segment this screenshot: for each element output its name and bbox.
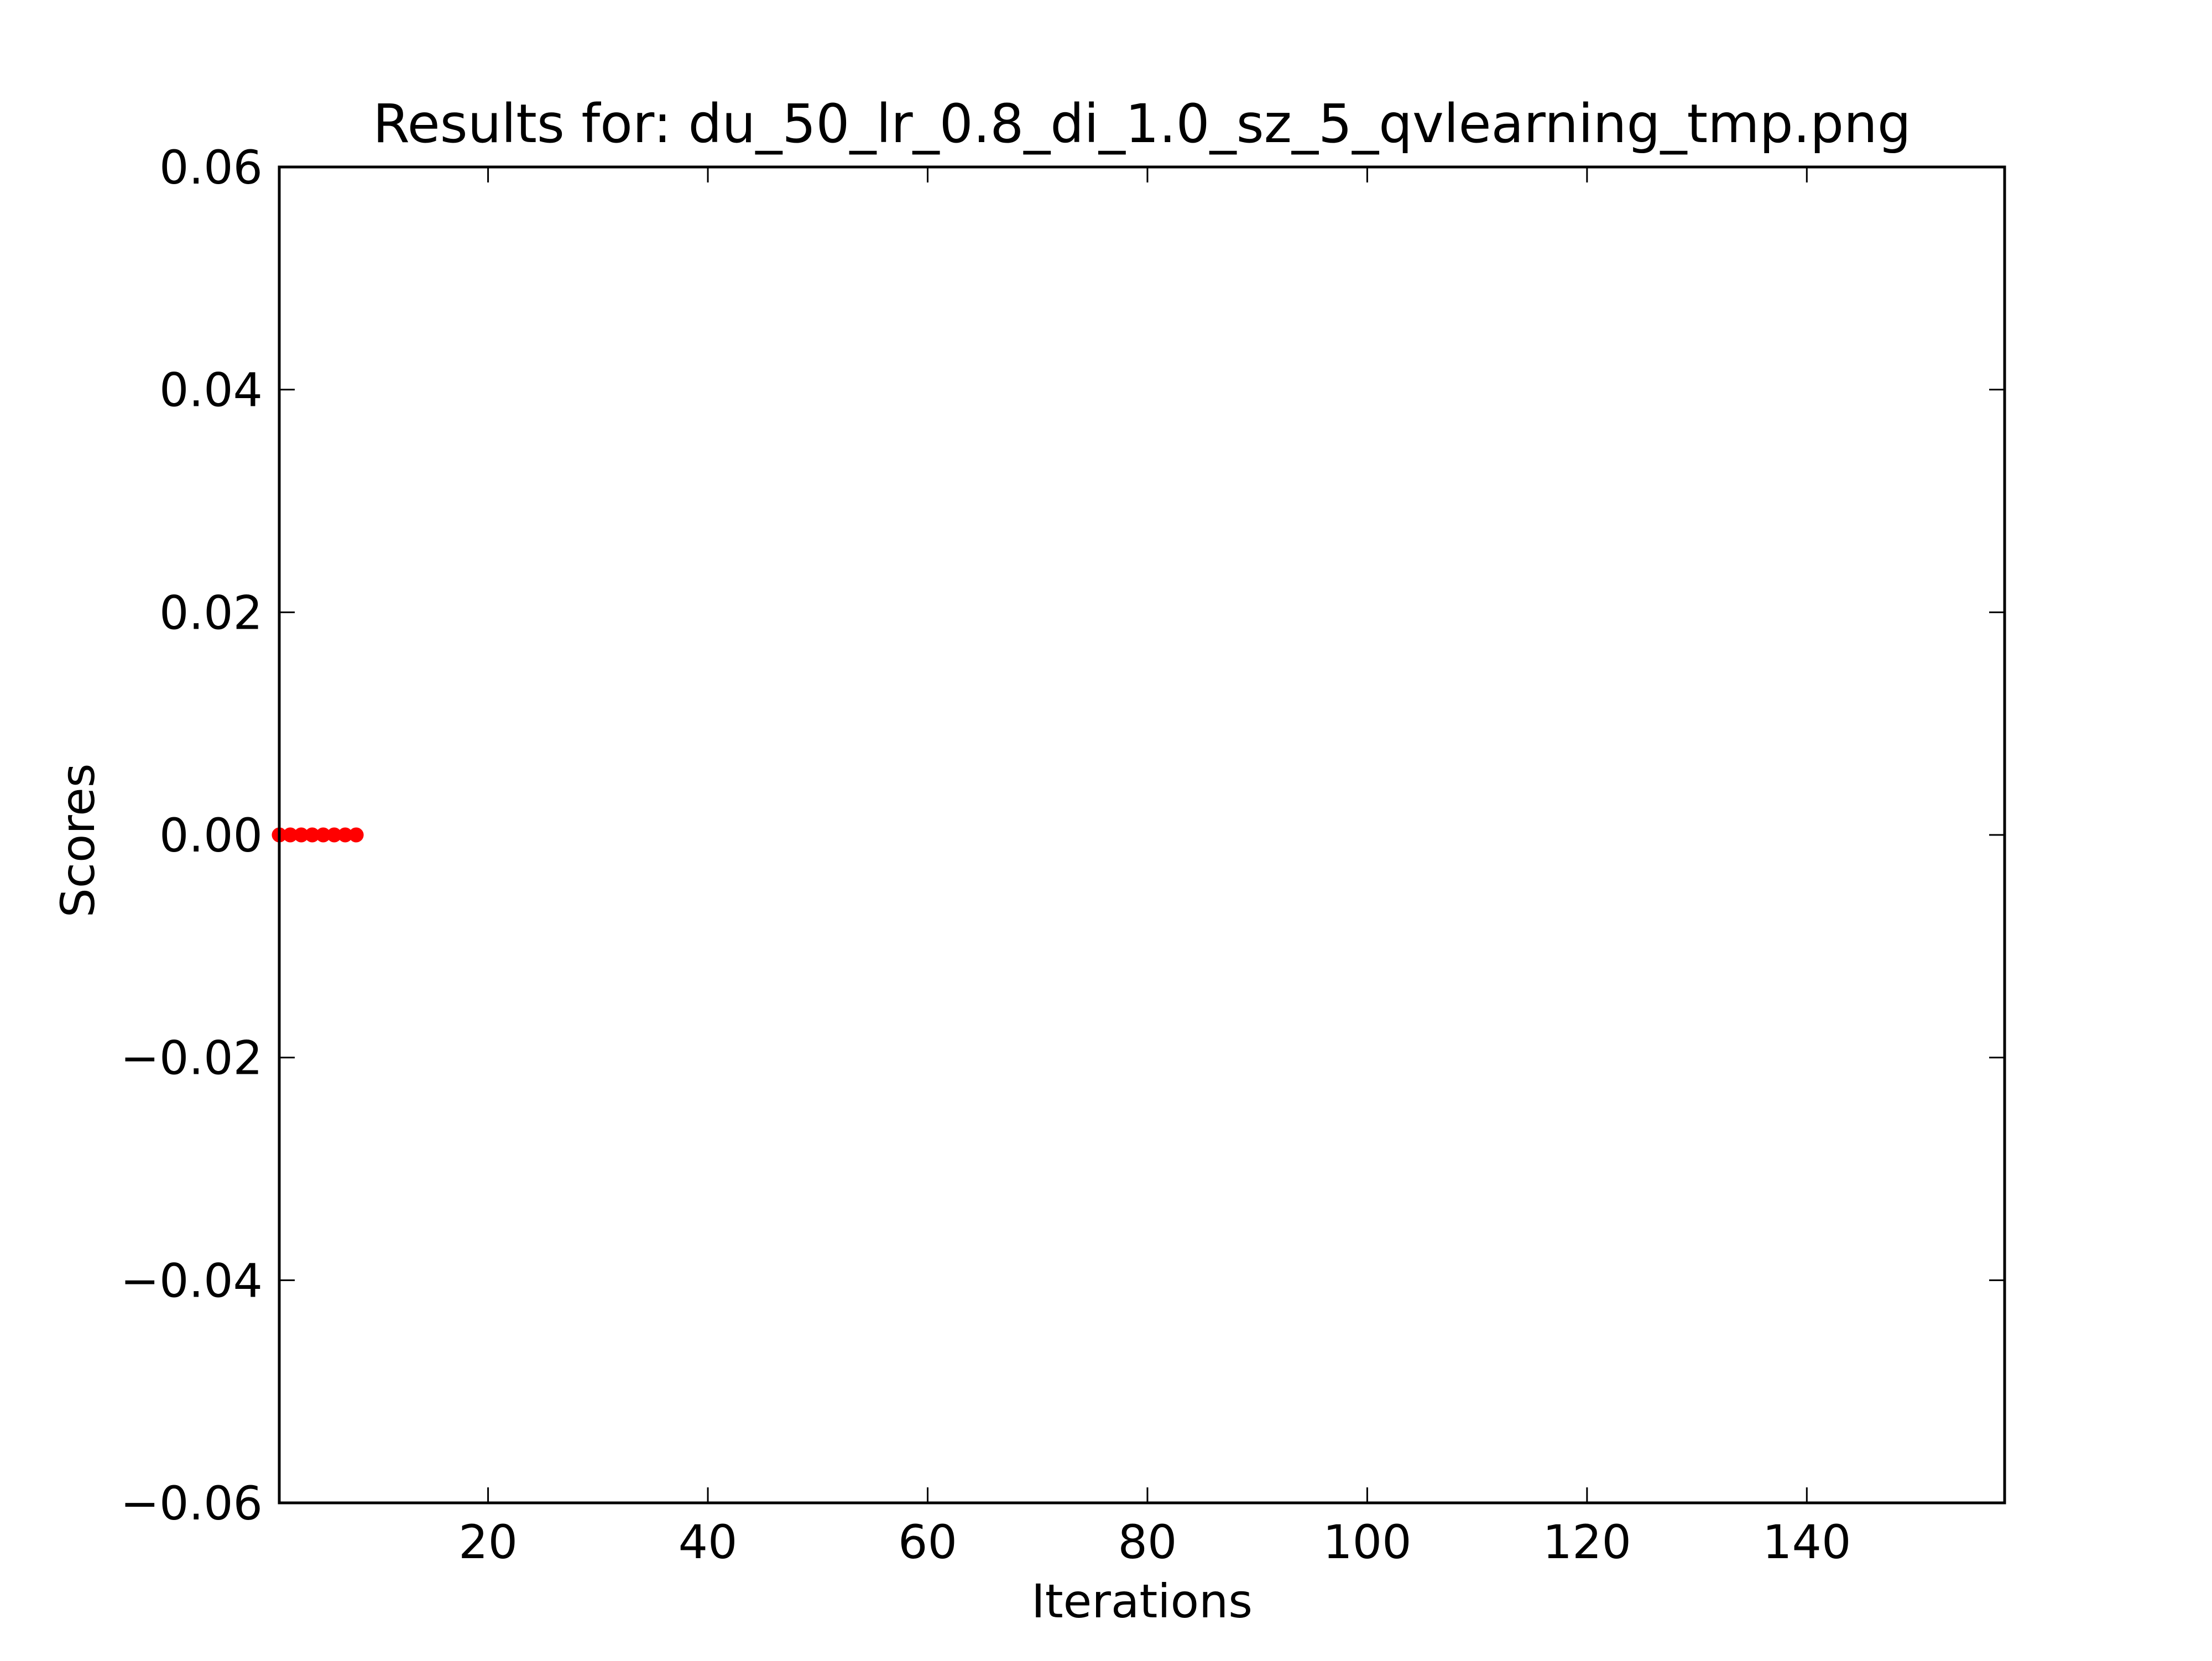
x-tick-label: 80 bbox=[1118, 1515, 1177, 1569]
x-tick-label: 20 bbox=[458, 1515, 518, 1569]
y-tick-label: 0.02 bbox=[159, 586, 263, 640]
x-tick-label: 140 bbox=[1762, 1515, 1851, 1569]
x-tick-label: 60 bbox=[898, 1515, 957, 1569]
y-axis-label: Scores bbox=[51, 763, 105, 917]
y-tick-label: −0.06 bbox=[121, 1476, 263, 1531]
x-axis-label: Iterations bbox=[1031, 1574, 1253, 1628]
y-tick-label: 0.06 bbox=[159, 140, 263, 195]
y-tick-label: 0.00 bbox=[159, 808, 263, 863]
chart-title: Results for: du_50_lr_0.8_di_1.0_sz_5_qv… bbox=[373, 93, 1911, 155]
x-tick-label: 40 bbox=[679, 1515, 738, 1569]
axes-frame bbox=[278, 165, 2006, 1505]
plot-area: 20 40 60 80 100 120 140 −0.06 −0.04 −0.02 0.00 0.02… bbox=[121, 140, 2006, 1569]
x-tick-label: 100 bbox=[1323, 1515, 1411, 1569]
y-tick-label: −0.02 bbox=[121, 1031, 263, 1085]
y-tick-label: 0.04 bbox=[159, 363, 263, 417]
x-tick-label: 120 bbox=[1543, 1515, 1631, 1569]
data-point bbox=[348, 827, 364, 843]
y-tick-label: −0.04 bbox=[121, 1253, 263, 1308]
